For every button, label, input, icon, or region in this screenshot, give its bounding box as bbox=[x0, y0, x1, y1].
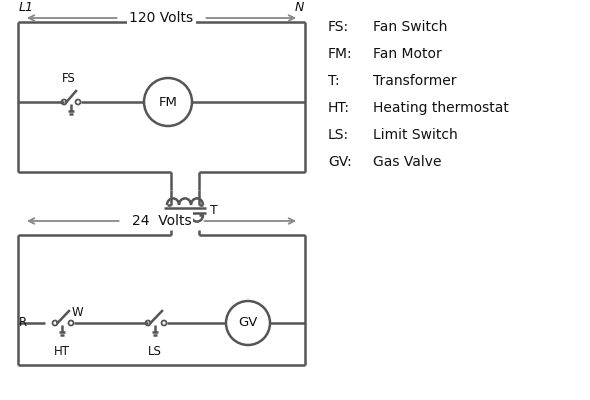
Text: Transformer: Transformer bbox=[373, 74, 457, 88]
Text: Fan Motor: Fan Motor bbox=[373, 47, 442, 61]
Text: FM: FM bbox=[159, 96, 178, 108]
Text: T: T bbox=[210, 204, 218, 217]
Text: L1: L1 bbox=[19, 1, 34, 14]
Text: Limit Switch: Limit Switch bbox=[373, 128, 458, 142]
Text: LS: LS bbox=[148, 345, 162, 358]
Text: FS:: FS: bbox=[328, 20, 349, 34]
Text: HT:: HT: bbox=[328, 101, 350, 115]
Text: 24  Volts: 24 Volts bbox=[132, 214, 191, 228]
Text: Heating thermostat: Heating thermostat bbox=[373, 101, 509, 115]
Text: HT: HT bbox=[54, 345, 70, 358]
Text: T:: T: bbox=[328, 74, 340, 88]
Text: W: W bbox=[72, 306, 84, 319]
Text: 120 Volts: 120 Volts bbox=[129, 11, 194, 25]
Text: FS: FS bbox=[62, 72, 76, 85]
Text: N: N bbox=[294, 1, 304, 14]
Text: GV:: GV: bbox=[328, 155, 352, 169]
Text: R: R bbox=[19, 316, 27, 330]
Text: LS:: LS: bbox=[328, 128, 349, 142]
Text: Fan Switch: Fan Switch bbox=[373, 20, 447, 34]
Text: Gas Valve: Gas Valve bbox=[373, 155, 441, 169]
Text: GV: GV bbox=[238, 316, 258, 330]
Text: FM:: FM: bbox=[328, 47, 353, 61]
